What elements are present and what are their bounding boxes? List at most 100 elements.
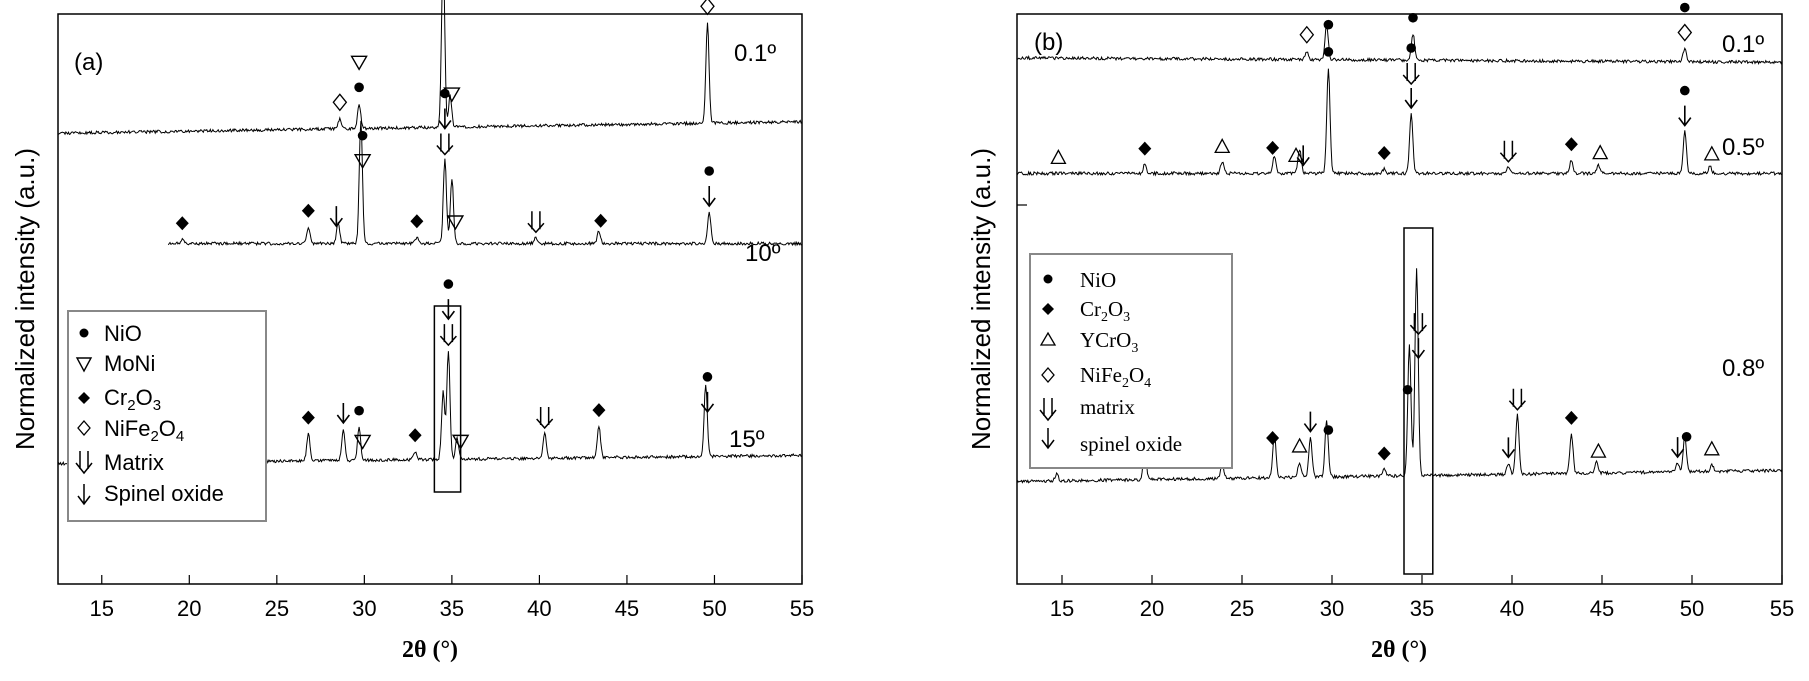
peak-marker-circle (1323, 47, 1334, 57)
peak-marker-diamond (301, 203, 315, 218)
peak-marker-arrow (1303, 411, 1318, 433)
y-axis-label-b: Normalized intensity (a.u.) (966, 148, 996, 450)
peak-marker-arrow (438, 108, 452, 130)
legend-item-b-4: matrix (1039, 395, 1135, 422)
peak-marker-triangle-open (1592, 144, 1609, 160)
peak-marker-arrow (700, 391, 715, 414)
peak-marker-triangle-open (1214, 138, 1231, 154)
peak-marker-triangle-open (1050, 149, 1067, 165)
peak-marker-diamond (594, 213, 608, 228)
legend-label-b-0: NiO (1080, 268, 1116, 292)
x-tick-label-a-6: 45 (615, 596, 639, 621)
x-tick-label-a-4: 35 (440, 596, 464, 621)
y-axis-label-a: Normalized intensity (a.u.) (10, 148, 40, 450)
peak-marker-triangle-open (1590, 442, 1607, 458)
legend-label-b-2: YCrO3 (1080, 328, 1138, 356)
peak-marker-circle (1323, 19, 1334, 30)
legend-item-a-0: NiO (79, 321, 142, 346)
peak-marker-diamond (410, 214, 424, 229)
peak-marker-diamond-open (332, 93, 348, 112)
legend-label-a-3: NiFe2O4 (104, 416, 184, 445)
peak-marker-circle (354, 405, 364, 416)
peak-marker-circle (357, 130, 368, 141)
legend-item-a-3: NiFe2O4 (77, 416, 184, 445)
series-label-a-0: 0.1º (734, 40, 776, 67)
peak-marker-double-arrow (1508, 388, 1526, 411)
peak-marker-diamond (1266, 430, 1280, 445)
legend-label-b-5: spinel oxide (1080, 432, 1182, 456)
legend-label-b-4: matrix (1080, 395, 1135, 419)
panel-label-b: (b) (1034, 29, 1063, 56)
peak-marker-arrow (1411, 338, 1426, 360)
legend-a: NiO MoNi Cr2O3 NiFe2O4 Matrix Spinel oxi… (67, 310, 267, 522)
series-label-a-1: 10º (745, 240, 781, 267)
peak-marker-circle (443, 279, 454, 289)
legend-label-a-5: Spinel oxide (104, 481, 224, 506)
legend-symbol-diamond-open (1041, 367, 1055, 383)
panel-a: 15 20 25 30 35 40 45 50 55 (a) 0.1º 10º 15º Norm… (10, 0, 814, 663)
peak-marker-diamond (1377, 446, 1391, 461)
peak-marker-diamond-open (1299, 25, 1315, 44)
legend-symbol-double-arrow (75, 451, 93, 475)
peak-marker-double-arrow (536, 407, 554, 430)
peak-marker-double-arrow (527, 211, 545, 234)
x-axis-label-a: 2θ (°) (402, 637, 458, 663)
peak-marker-diamond (408, 428, 422, 443)
legend-item-b-2: YCrO3 (1039, 328, 1138, 356)
legend-item-a-1: MoNi (75, 351, 155, 376)
series-label-a-2: 15º (729, 426, 765, 453)
x-tick-label-a-3: 30 (352, 596, 376, 621)
legend-symbol-diamond (1042, 303, 1054, 315)
peak-marker-circle (440, 88, 450, 99)
peak-marker-circle (1406, 43, 1416, 53)
peak-marker-arrow (702, 186, 716, 208)
highlight-box-b (1403, 227, 1434, 575)
peak-marker-arrow (1296, 145, 1310, 167)
peak-marker-circle (1402, 384, 1413, 395)
peak-marker-triangle-down-open (446, 215, 465, 231)
legend-item-a-4: Matrix (75, 450, 164, 475)
legend-symbol-diamond-open (77, 420, 91, 436)
peak-marker-arrow (1670, 437, 1685, 459)
peak-marker-circle (702, 372, 713, 382)
peak-marker-diamond (1266, 140, 1280, 155)
x-tick-label-b-0: 15 (1050, 596, 1074, 621)
panel-b: 15 20 25 30 35 40 45 50 55 (b) 0.1º 0.5º 0.8º No… (966, 2, 1794, 663)
peak-marker-circle (1681, 431, 1692, 442)
peak-markers-b (1050, 2, 1720, 468)
peak-marker-diamond (1138, 141, 1152, 156)
peak-marker-circle (354, 82, 364, 93)
legend-symbol-circle (1043, 274, 1053, 284)
peak-marker-diamond (1564, 137, 1578, 152)
legend-symbol-triangle-down-open (75, 357, 93, 373)
x-tick-label-a-8: 55 (790, 596, 814, 621)
legend-symbol-arrow (1041, 428, 1055, 450)
x-tick-label-b-4: 35 (1410, 596, 1434, 621)
x-tick-label-b-3: 30 (1320, 596, 1344, 621)
x-axis-label-b: 2θ (°) (1371, 637, 1427, 663)
peak-marker-circle (1680, 85, 1690, 96)
peak-marker-triangle-down-open (350, 55, 368, 71)
highlight-box-a (433, 305, 462, 493)
x-ticks-b: 15 20 25 30 35 40 45 50 55 (1050, 575, 1794, 621)
legend-box-b (1029, 253, 1233, 469)
x-tick-label-a-0: 15 (90, 596, 114, 621)
peak-marker-diamond (592, 403, 606, 418)
peak-marker-diamond-open (700, 0, 715, 16)
legend-item-b-5: spinel oxide (1041, 428, 1182, 456)
peak-marker-triangle-open (1703, 440, 1720, 456)
xrd-trace-b-0 (1016, 25, 1783, 65)
legend-label-a-1: MoNi (104, 351, 155, 376)
legend-box-a (67, 310, 267, 522)
peak-marker-diamond (1564, 410, 1578, 425)
x-tick-label-a-2: 25 (265, 596, 289, 621)
peak-marker-diamond (301, 410, 315, 425)
peak-marker-arrow (1678, 105, 1692, 127)
x-tick-label-b-1: 20 (1140, 596, 1164, 621)
peak-marker-arrow (336, 402, 350, 425)
legend-symbol-circle (79, 328, 89, 338)
peak-marker-triangle-open (1291, 437, 1308, 453)
xrd-trace-b-1 (1016, 68, 1783, 177)
legend-symbol-double-arrow (1039, 398, 1057, 422)
